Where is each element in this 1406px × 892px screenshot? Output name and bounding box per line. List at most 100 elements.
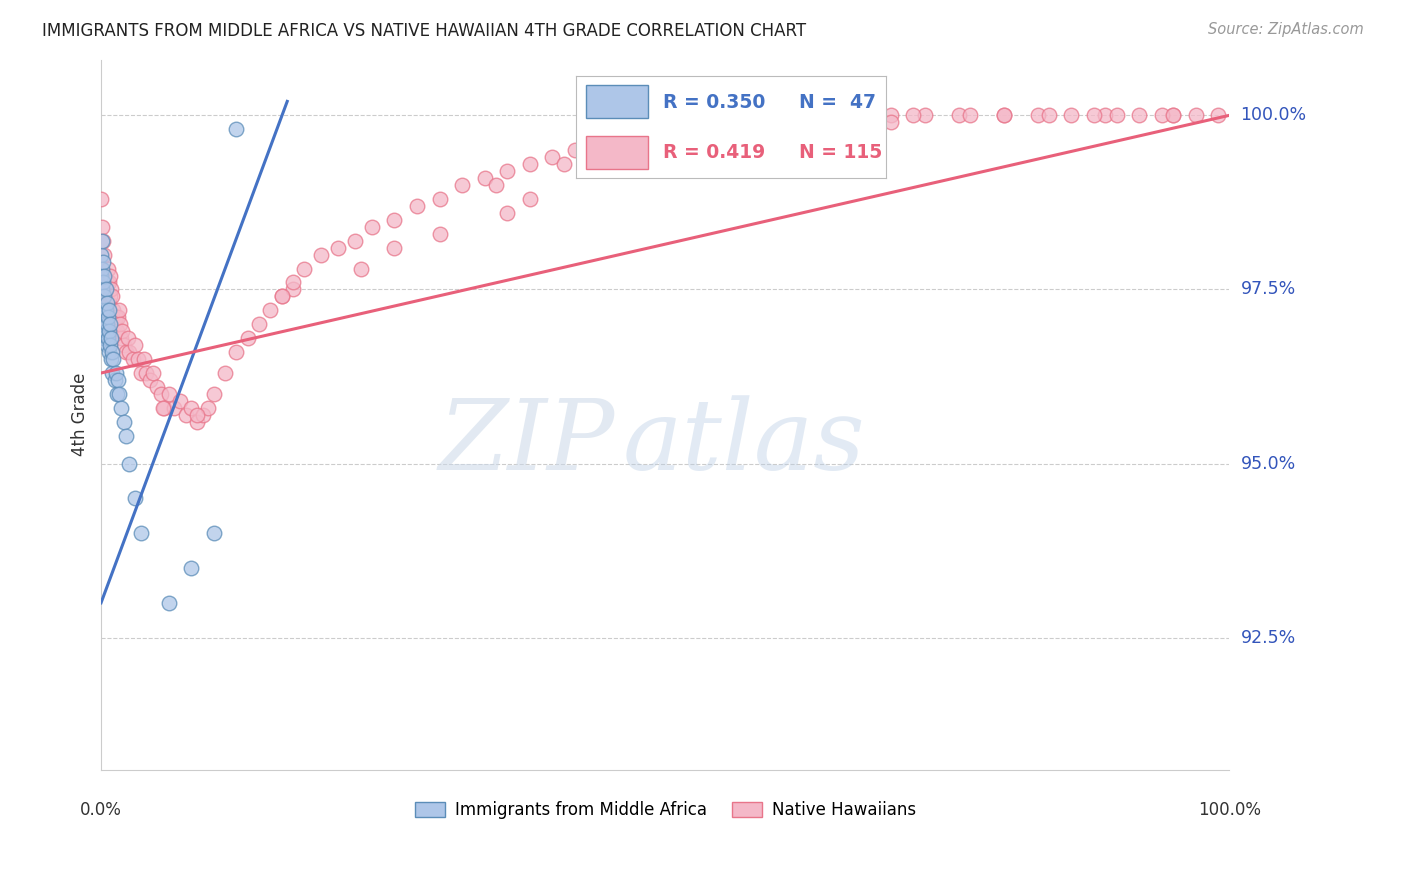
Point [96, 296, 118, 310]
Point [97, 345, 120, 359]
Point [993, 108, 1015, 122]
Text: 92.5%: 92.5% [1240, 629, 1296, 647]
Point [281, 282, 304, 296]
Point [101, 289, 124, 303]
Point [93, 318, 115, 332]
Point [93, 268, 115, 283]
Point [129, 366, 152, 380]
Y-axis label: 4th Grade: 4th Grade [72, 373, 89, 457]
Point [98, 289, 121, 303]
Point [97, 296, 120, 310]
Point [93, 289, 115, 303]
Point [124, 491, 146, 506]
Point [225, 122, 247, 136]
Point [993, 108, 1015, 122]
Point [1083, 108, 1105, 122]
Point [451, 178, 474, 192]
Point [132, 352, 155, 367]
Point [214, 366, 236, 380]
Point [800, 115, 823, 129]
Point [519, 192, 541, 206]
Point [710, 122, 733, 136]
Text: 97.5%: 97.5% [1240, 280, 1296, 299]
Point [880, 115, 903, 129]
Point [519, 157, 541, 171]
Point [91, 303, 114, 318]
Point [710, 129, 733, 144]
Point [541, 150, 564, 164]
Text: R = 0.419: R = 0.419 [664, 144, 765, 162]
Point [90, 192, 112, 206]
Point [90, 247, 112, 261]
Point [100, 331, 122, 345]
Point [112, 338, 135, 352]
Point [292, 261, 315, 276]
Point [157, 387, 180, 401]
Text: R = 0.350: R = 0.350 [664, 93, 765, 112]
Point [98, 268, 121, 283]
Point [733, 122, 755, 136]
Point [169, 393, 191, 408]
Text: 100.0%: 100.0% [1240, 106, 1306, 124]
Point [914, 108, 936, 122]
Point [104, 366, 127, 380]
Point [835, 115, 858, 129]
Point [180, 561, 202, 575]
Point [97, 276, 120, 290]
Point [1038, 108, 1060, 122]
Point [384, 212, 406, 227]
Point [94, 282, 117, 296]
Point [96, 276, 118, 290]
Legend: Immigrants from Middle Africa, Native Hawaiians: Immigrants from Middle Africa, Native Ha… [408, 794, 922, 826]
Point [349, 261, 371, 276]
Point [665, 129, 688, 144]
Point [281, 276, 304, 290]
Point [115, 428, 138, 442]
Point [197, 401, 219, 415]
FancyBboxPatch shape [586, 136, 648, 169]
Point [157, 596, 180, 610]
Point [97, 310, 120, 325]
Point [118, 345, 141, 359]
Point [91, 318, 114, 332]
Point [129, 526, 152, 541]
Point [91, 219, 114, 234]
Point [90, 268, 112, 283]
Point [103, 318, 125, 332]
Point [360, 219, 382, 234]
Point [101, 310, 124, 325]
Point [1161, 108, 1184, 122]
Point [766, 122, 789, 136]
Point [97, 303, 120, 318]
Point [103, 303, 125, 318]
Point [270, 289, 292, 303]
Point [474, 171, 496, 186]
Point [1128, 108, 1150, 122]
Point [117, 331, 139, 345]
Point [620, 136, 643, 151]
Point [1184, 108, 1206, 122]
Text: 95.0%: 95.0% [1240, 455, 1296, 473]
Point [104, 310, 127, 325]
Text: IMMIGRANTS FROM MIDDLE AFRICA VS NATIVE HAWAIIAN 4TH GRADE CORRELATION CHART: IMMIGRANTS FROM MIDDLE AFRICA VS NATIVE … [42, 22, 806, 40]
Point [112, 415, 135, 429]
Point [97, 324, 120, 338]
Point [326, 241, 349, 255]
Point [153, 401, 176, 415]
Point [127, 352, 149, 367]
Point [174, 408, 197, 422]
Text: N =  47: N = 47 [799, 93, 876, 112]
Point [948, 108, 970, 122]
Point [93, 268, 115, 283]
Point [620, 157, 643, 171]
Point [309, 247, 332, 261]
Point [1060, 108, 1083, 122]
Point [107, 373, 129, 387]
Point [236, 331, 259, 345]
Point [496, 164, 519, 178]
Point [1206, 108, 1229, 122]
Point [225, 345, 247, 359]
Point [98, 338, 121, 352]
Point [94, 303, 117, 318]
Point [135, 366, 157, 380]
